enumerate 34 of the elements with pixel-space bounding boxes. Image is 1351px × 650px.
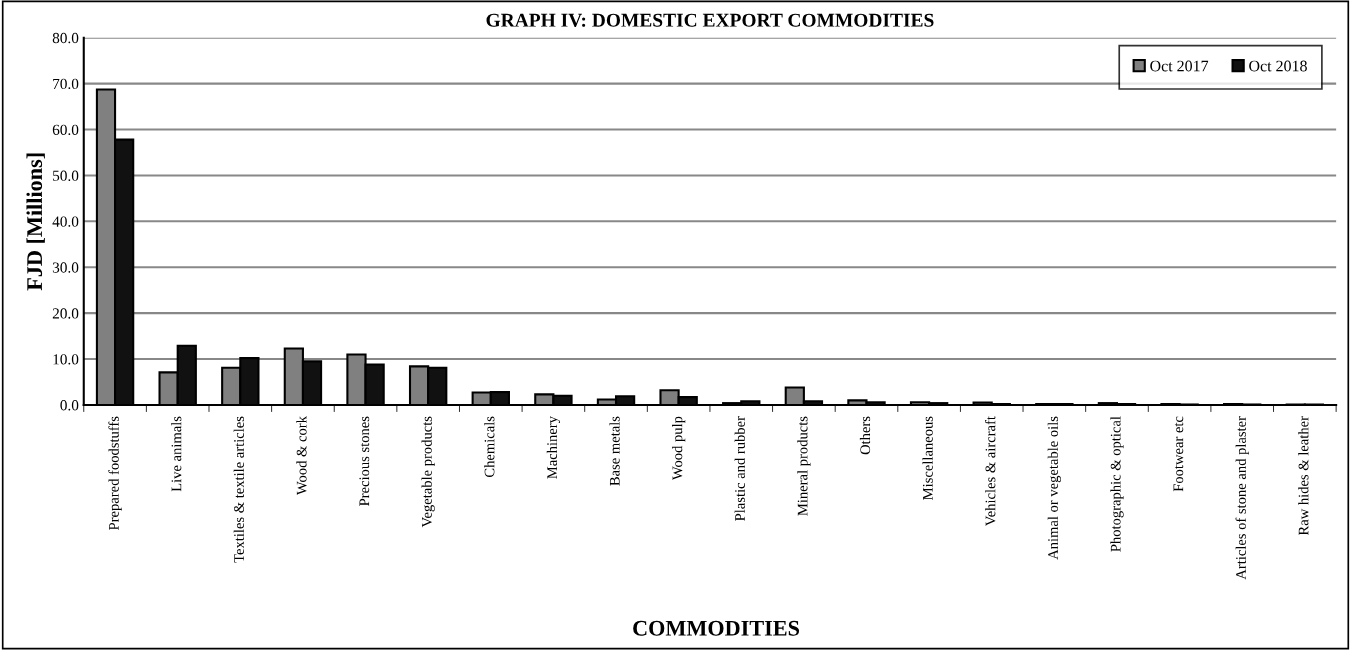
legend-label: Oct 2018 <box>1249 60 1307 72</box>
y-tick-label: 40.0 <box>52 216 79 227</box>
y-tick-label: 50.0 <box>53 170 79 181</box>
y-tick-label: 60.0 <box>52 124 79 136</box>
x-tick-label: Chemicals <box>484 416 495 478</box>
x-tick-label: Raw hides & leather <box>1298 416 1309 536</box>
y-axis-title: FJD [Millions] <box>26 153 45 291</box>
y-tick-label: 30.0 <box>52 262 79 273</box>
x-tick-label: Articles of stone and plaster <box>1235 416 1249 580</box>
x-tick-label: Wood pulp <box>672 416 686 481</box>
chart-title: GRAPH IV: DOMESTIC EXPORT COMMODITIES <box>486 13 934 27</box>
x-tick-label: Prepared foodstuffs <box>108 416 122 530</box>
x-tick-label: Animal or vegetable oils <box>1047 416 1061 560</box>
x-tick-label: Machinery <box>546 416 561 479</box>
x-tick-label: Textiles & textile articles <box>233 416 244 563</box>
x-tick-label: Photographic & optical <box>1110 416 1124 552</box>
y-tick-label: 70.0 <box>53 78 79 90</box>
legend-label: Oct 2017 <box>1150 60 1209 72</box>
y-tick-label: 0.0 <box>60 400 79 411</box>
x-tick-label: Plastic and rubber <box>734 416 745 521</box>
x-tick-label: Mineral products <box>797 416 811 516</box>
x-tick-label: Miscellaneous <box>922 416 933 500</box>
x-tick-label: Footwear etc <box>1173 416 1184 492</box>
x-tick-label: Base metals <box>609 416 620 486</box>
x-tick-label: Vegetable products <box>421 416 435 528</box>
x-tick-label: Precious stones <box>359 416 370 506</box>
y-tick-label: 80.0 <box>52 32 79 44</box>
x-tick-label: Others <box>859 416 871 455</box>
x-tick-label: Vehicles & aircraft <box>984 416 996 527</box>
x-axis-title: COMMODITIES <box>633 620 800 636</box>
x-tick-label: Wood & cork <box>296 416 307 496</box>
y-tick-label: 10.0 <box>53 354 79 365</box>
y-tick-label: 20.0 <box>52 308 79 319</box>
x-tick-label: Live animals <box>171 416 182 492</box>
